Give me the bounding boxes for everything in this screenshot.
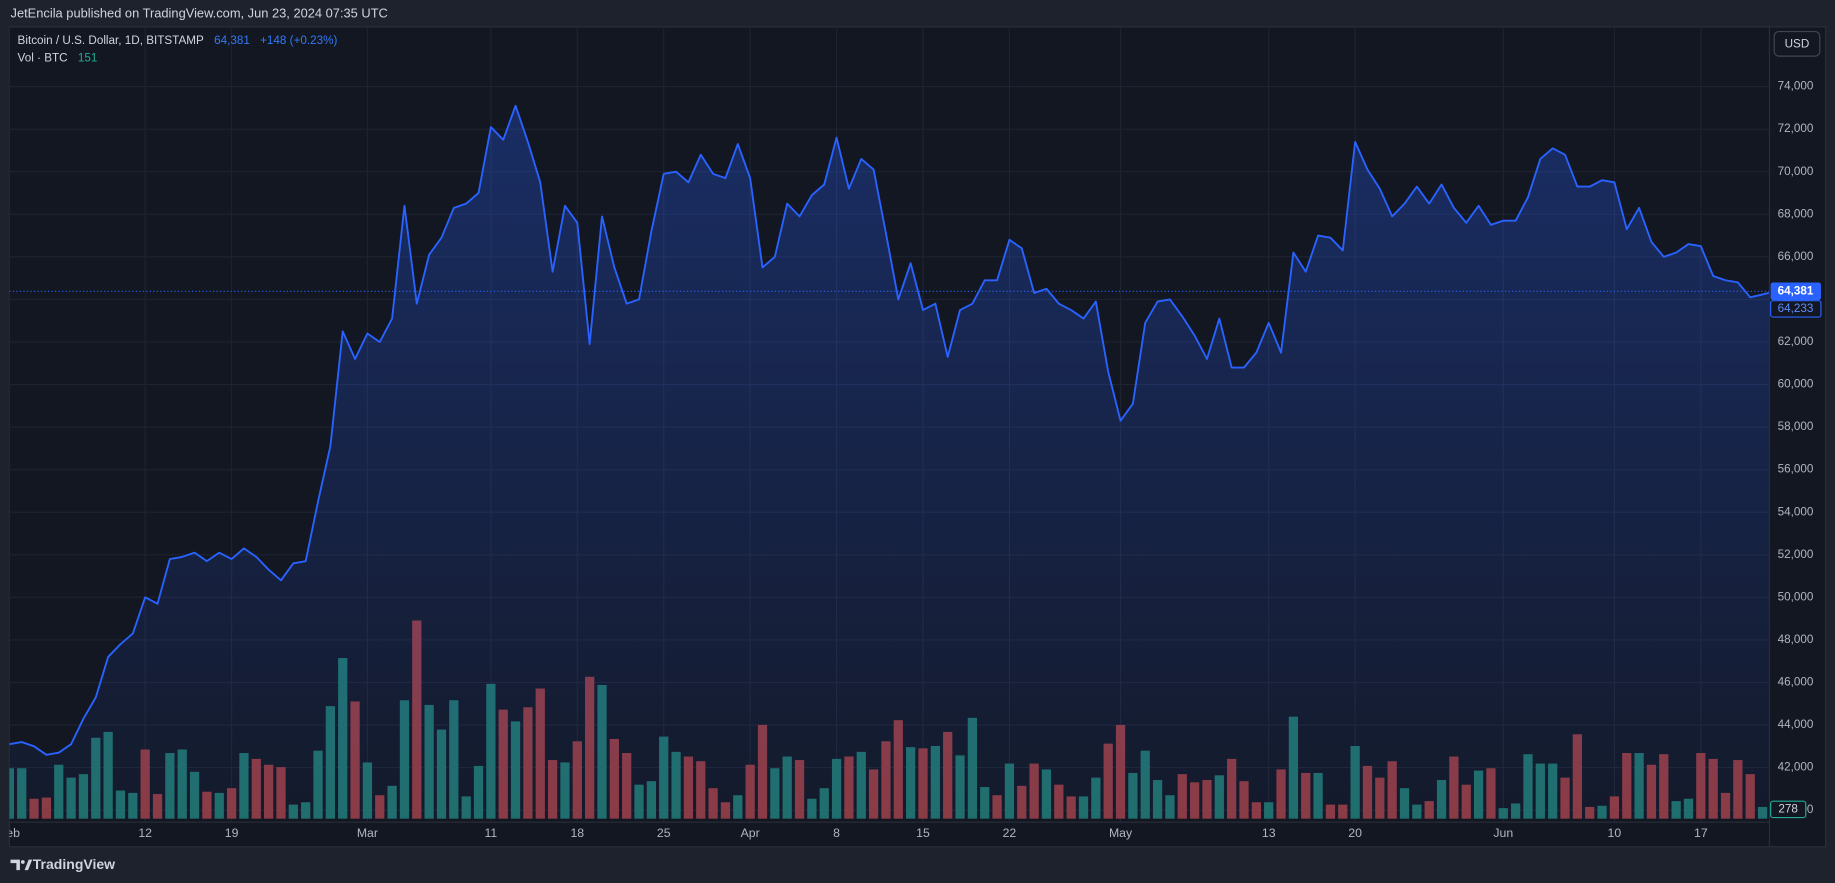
y-tick-label: 54,000 <box>1778 505 1814 518</box>
price-line <box>9 104 1770 756</box>
volume-axis-label: 278 <box>1778 802 1798 815</box>
prev-price-label: 64,233 <box>1778 302 1814 315</box>
y-tick-label: 56,000 <box>1778 463 1814 476</box>
legend-volume: Vol · BTC 151 <box>18 52 98 65</box>
footer-brand: TradingView <box>33 856 115 872</box>
y-tick-label: 74,000 <box>1778 80 1814 93</box>
x-tick-label: 25 <box>657 826 671 840</box>
y-tick-label: 46,000 <box>1778 676 1814 689</box>
y-tick-label: 60,000 <box>1778 378 1814 391</box>
volume-last: 151 <box>78 52 98 65</box>
y-tick-label: 52,000 <box>1778 548 1814 561</box>
y-tick-label: 50,000 <box>1778 590 1814 603</box>
x-tick-label: Apr <box>741 826 760 840</box>
y-tick-label: 70,000 <box>1778 165 1814 178</box>
last-price-box <box>1770 282 1821 301</box>
volume-box <box>1770 800 1807 819</box>
price-area <box>9 105 1770 819</box>
price-axis: 40,00042,00044,00046,00048,00050,00052,0… <box>1770 80 1822 819</box>
y-tick-label: 42,000 <box>1778 761 1814 774</box>
symbol: Bitcoin / U.S. Dollar, 1D, BITSTAMP <box>18 34 204 47</box>
x-tick-label: 10 <box>1608 826 1622 840</box>
price-change: +148 (+0.23%) <box>260 34 337 47</box>
y-tick-label: 48,000 <box>1778 633 1814 646</box>
time-axis: Feb 12 19 Mar 11 18 25 Apr 8 15 22 May 13 20 Jun 10 17 <box>0 826 1708 840</box>
last-price-label: 64,381 <box>1778 284 1814 297</box>
currency-label[interactable]: USD <box>1785 38 1810 51</box>
x-tick-label: Jun <box>1493 826 1513 840</box>
x-tick-label: 13 <box>1262 826 1276 840</box>
x-tick-label: 20 <box>1348 826 1362 840</box>
legend-price: Bitcoin / U.S. Dollar, 1D, BITSTAMP 64,3… <box>18 34 338 47</box>
x-tick-label: 15 <box>916 826 930 840</box>
plot-area <box>9 26 1770 823</box>
y-tick-label: 72,000 <box>1778 122 1814 135</box>
x-tick-label: 12 <box>138 826 152 840</box>
y-tick-label: 62,000 <box>1778 335 1814 348</box>
x-tick-label: May <box>1109 826 1133 840</box>
y-tick-label: 68,000 <box>1778 207 1814 220</box>
last-price: 64,381 <box>214 34 250 47</box>
x-tick-label: 19 <box>225 826 239 840</box>
x-tick-label: 22 <box>1003 826 1017 840</box>
x-tick-label: Feb <box>0 826 20 840</box>
x-tick-label: 17 <box>1694 826 1708 840</box>
y-tick-label: 58,000 <box>1778 420 1814 433</box>
x-tick-label: Mar <box>357 826 378 840</box>
y-tick-label: 66,000 <box>1778 250 1814 263</box>
x-tick-label: 18 <box>570 826 584 840</box>
currency-button[interactable] <box>1773 30 1821 57</box>
x-tick-label: 11 <box>485 826 498 840</box>
prev-price-box <box>1770 300 1822 318</box>
y-tick-label: 44,000 <box>1778 718 1814 731</box>
volume-name: Vol · BTC <box>18 52 68 65</box>
publisher: JetEncila published on TradingView.com, … <box>11 5 388 20</box>
logo <box>10 859 33 871</box>
x-tick-label: 8 <box>833 826 840 840</box>
